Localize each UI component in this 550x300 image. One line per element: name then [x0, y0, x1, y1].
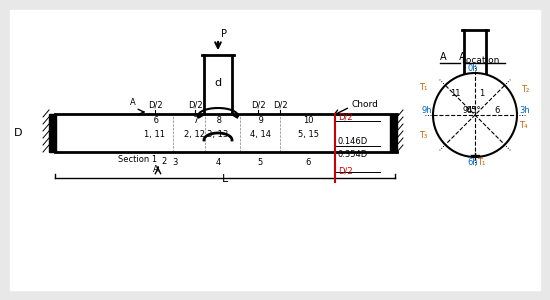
Bar — [49, 114, 56, 152]
Text: 6: 6 — [151, 116, 159, 125]
Text: 5, 15: 5, 15 — [298, 130, 318, 139]
Text: 11: 11 — [450, 89, 460, 98]
Text: A: A — [130, 98, 136, 107]
Text: D/2: D/2 — [148, 100, 162, 109]
Text: 1, 11: 1, 11 — [145, 130, 166, 139]
Text: 6h: 6h — [468, 158, 478, 167]
Text: 3h: 3h — [519, 106, 530, 115]
Text: 2: 2 — [161, 157, 166, 166]
Text: 3, 13: 3, 13 — [207, 130, 229, 139]
Text: L: L — [222, 174, 228, 184]
Text: d: d — [214, 78, 222, 88]
Text: 4: 4 — [216, 158, 221, 167]
Text: 1: 1 — [479, 89, 484, 98]
Text: 6: 6 — [305, 158, 311, 167]
Text: A    A: A A — [440, 52, 466, 62]
Text: 7: 7 — [191, 116, 199, 125]
Text: 3: 3 — [172, 158, 178, 167]
Text: D/2: D/2 — [338, 112, 353, 121]
Text: T₁: T₁ — [477, 158, 485, 167]
Text: 8: 8 — [214, 116, 222, 125]
Text: 9h: 9h — [421, 106, 432, 115]
Text: D/2: D/2 — [338, 167, 353, 176]
Text: 9: 9 — [256, 116, 264, 125]
Text: D/2: D/2 — [273, 100, 287, 109]
Text: 0h: 0h — [468, 64, 478, 73]
Text: D: D — [14, 128, 22, 138]
Bar — [390, 114, 397, 152]
Text: D/2: D/2 — [188, 100, 202, 109]
Text: T₄: T₄ — [519, 121, 527, 130]
Text: 6: 6 — [494, 106, 499, 115]
Text: Location: Location — [461, 56, 499, 65]
Text: 4, 14: 4, 14 — [250, 130, 271, 139]
Text: P: P — [221, 29, 227, 39]
Text: T₁: T₁ — [419, 83, 427, 92]
Text: 0.354D: 0.354D — [338, 150, 368, 159]
Text: 10: 10 — [302, 116, 313, 125]
Text: 2, 12: 2, 12 — [184, 130, 206, 139]
Text: T₃: T₃ — [419, 131, 427, 140]
Text: Section 1: Section 1 — [118, 155, 157, 164]
Text: A: A — [153, 165, 159, 174]
Text: D/2: D/2 — [251, 100, 265, 109]
Text: T₂: T₂ — [521, 85, 529, 94]
Text: 0.146D: 0.146D — [338, 137, 368, 146]
Text: 90°: 90° — [463, 106, 476, 115]
Text: 45°: 45° — [467, 106, 482, 115]
Text: Chord: Chord — [352, 100, 379, 109]
Text: 5: 5 — [257, 158, 263, 167]
